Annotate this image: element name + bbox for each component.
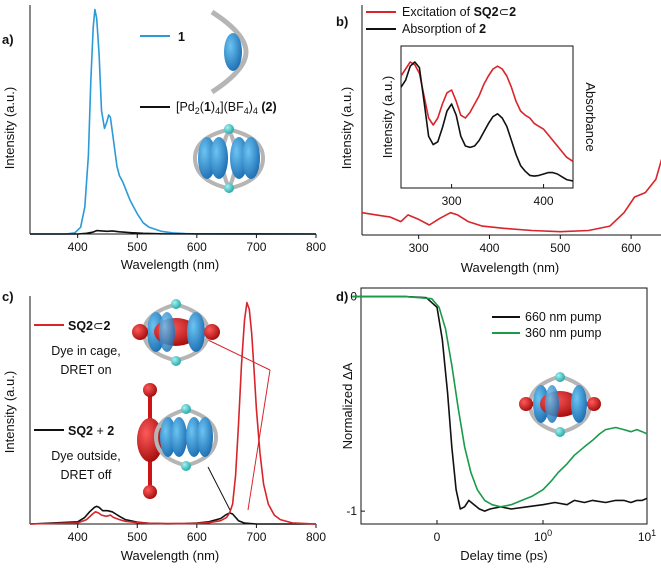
panel-a-x-tick-label-3: 700 bbox=[246, 240, 266, 254]
panel-c-legend-desc-1b: DRET on bbox=[60, 363, 111, 377]
panel-c-x-tick-label-3: 700 bbox=[246, 530, 266, 544]
panel-d-series-1 bbox=[352, 295, 648, 508]
panel-c-x-tick-label-2: 600 bbox=[187, 530, 207, 544]
panel-b-x-ticks: 300400500600700 bbox=[409, 235, 641, 255]
panel-d-y-tick-label-1: -1 bbox=[346, 504, 357, 518]
panel-a-x-tick-label-0: 400 bbox=[68, 240, 88, 254]
panel-c-legend-desc-1a: Dye in cage, bbox=[51, 344, 120, 358]
panel-d-series bbox=[352, 295, 648, 512]
panel-b-series-0 bbox=[361, 158, 661, 233]
panel-d-dye-in-cage-icon bbox=[519, 372, 601, 437]
panel-a-y-label: Intensity (a.u.) bbox=[2, 87, 17, 169]
panel-c-legend-label-2: SQ2 + 2 bbox=[68, 424, 114, 438]
panel-d-x-tick-label-2: 101 bbox=[638, 528, 656, 544]
panel-d-label: d) bbox=[336, 289, 348, 304]
panel-c-x-tick-label-4: 800 bbox=[306, 530, 326, 544]
panel-b-x-tick-label-3: 600 bbox=[621, 241, 641, 255]
panel-c: c) 400 500 600 700 800 Wavelength (nm) Inten… bbox=[2, 289, 326, 563]
panel-b: b) 300400500600700 Wavelength (nm) Inten… bbox=[336, 5, 661, 275]
panel-b-legend-label-2: Absorption of 2 bbox=[402, 22, 486, 36]
panel-b-x-tick-label-0: 300 bbox=[409, 241, 429, 255]
panel-b-x-tick-label-2: 500 bbox=[550, 241, 570, 255]
panel-a-x-ticks: 400 500 600 700 800 bbox=[68, 234, 326, 254]
panel-c-series bbox=[29, 301, 317, 525]
panel-c-x-label: Wavelength (nm) bbox=[121, 548, 220, 563]
cage-2-icon bbox=[192, 124, 266, 193]
panel-b-x-tick-label-1: 400 bbox=[479, 241, 499, 255]
panel-c-x-ticks: 400 500 600 700 800 bbox=[68, 524, 326, 544]
panel-a-legend-label-2: [Pd2(1)4](BF4)4 (2) bbox=[176, 100, 277, 116]
panel-b-inset-series-1 bbox=[400, 61, 574, 182]
panel-b-inset-series bbox=[400, 61, 574, 182]
ligand-1-icon bbox=[210, 9, 249, 95]
panel-b-inset-y-label-left: Intensity (a.u.) bbox=[380, 76, 395, 158]
panel-b-inset-x-tick-label-0: 300 bbox=[442, 194, 462, 208]
panel-c-x-tick-label-0: 400 bbox=[68, 530, 88, 544]
panel-d-legend-label-2: 360 nm pump bbox=[525, 326, 601, 340]
panel-b-label: b) bbox=[336, 14, 348, 29]
panel-d-x-tick-label-1: 100 bbox=[534, 528, 552, 544]
panel-b-legend-label-1: Excitation of SQ2⊂2 bbox=[402, 5, 516, 19]
panel-a-x-label: Wavelength (nm) bbox=[121, 257, 220, 272]
dye-in-cage-icon bbox=[132, 299, 220, 366]
panel-d-series-0 bbox=[352, 295, 648, 512]
panel-c-legend-label-1: SQ2⊂2 bbox=[68, 319, 111, 333]
panel-a-legend-label-1: 1 bbox=[178, 30, 185, 44]
panel-a-series-0 bbox=[30, 8, 316, 235]
panel-d-x-label: Delay time (ps) bbox=[460, 548, 547, 563]
panel-c-series-0 bbox=[29, 505, 316, 525]
panel-a-series-1 bbox=[30, 229, 317, 235]
panel-a-x-tick-label-1: 500 bbox=[127, 240, 147, 254]
panel-a: a) 400 500 600 700 800 Wavelength (nm) Inten… bbox=[2, 5, 326, 272]
panel-b-x-label: Wavelength (nm) bbox=[461, 260, 560, 275]
panel-c-x-tick-label-1: 500 bbox=[127, 530, 147, 544]
panel-a-x-tick-label-2: 600 bbox=[187, 240, 207, 254]
panel-c-pointer-red bbox=[207, 339, 271, 371]
panel-a-label: a) bbox=[2, 32, 14, 47]
panel-b-series bbox=[361, 158, 661, 233]
panel-b-inset-series-0 bbox=[400, 61, 574, 163]
panel-b-inset-x-ticks: 300 400 bbox=[442, 184, 554, 208]
panel-b-y-label: Intensity (a.u.) bbox=[339, 87, 354, 169]
panel-c-legend-desc-2a: Dye outside, bbox=[51, 449, 120, 463]
dye-outside-icon bbox=[137, 383, 219, 499]
panel-b-inset-x-tick-label-1: 400 bbox=[534, 194, 554, 208]
panel-d-y-label: Normalized ΔA bbox=[340, 362, 355, 449]
panel-c-pointer-red-2 bbox=[247, 369, 271, 511]
panel-c-pointer-black bbox=[207, 466, 231, 511]
panel-a-series bbox=[30, 8, 317, 235]
panel-d-legend-label-1: 660 nm pump bbox=[525, 310, 601, 324]
panel-c-legend-desc-2b: DRET off bbox=[61, 468, 112, 482]
panel-c-y-label: Intensity (a.u.) bbox=[2, 371, 17, 453]
panel-d-x-tick-label-0: 0 bbox=[434, 530, 441, 544]
panel-c-series-1 bbox=[29, 301, 317, 525]
panel-d-frame bbox=[360, 287, 648, 525]
panel-a-x-tick-label-4: 800 bbox=[306, 240, 326, 254]
panel-b-inset-frame bbox=[400, 45, 574, 189]
panel-b-inset-y-label-right: Absorbance bbox=[583, 82, 598, 151]
panel-c-label: c) bbox=[2, 289, 14, 304]
